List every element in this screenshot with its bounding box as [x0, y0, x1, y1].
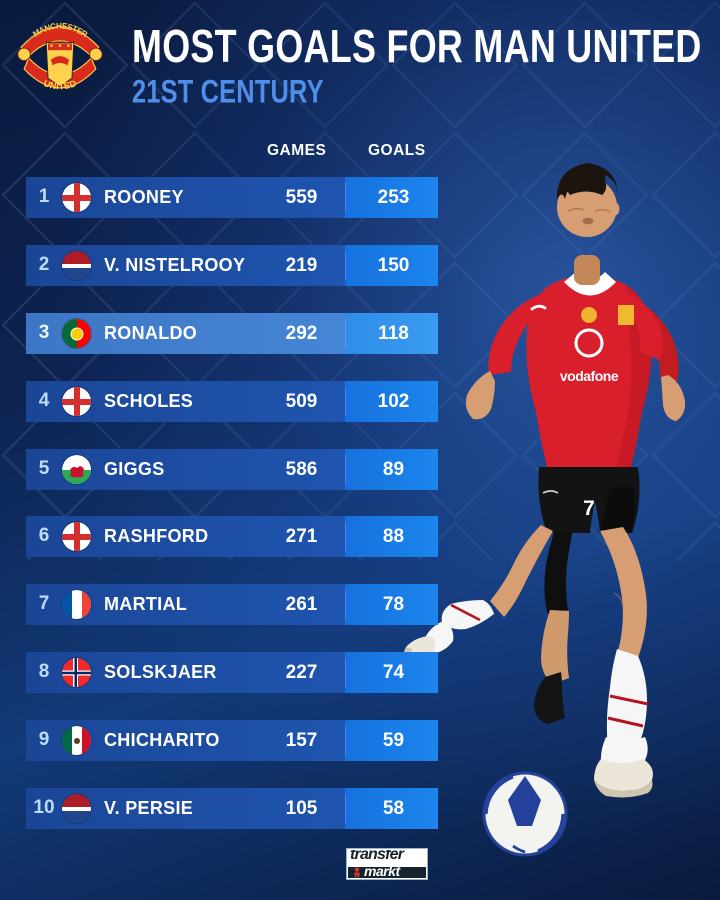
svg-text:7: 7: [583, 497, 595, 520]
svg-text:vodafone: vodafone: [560, 368, 619, 384]
